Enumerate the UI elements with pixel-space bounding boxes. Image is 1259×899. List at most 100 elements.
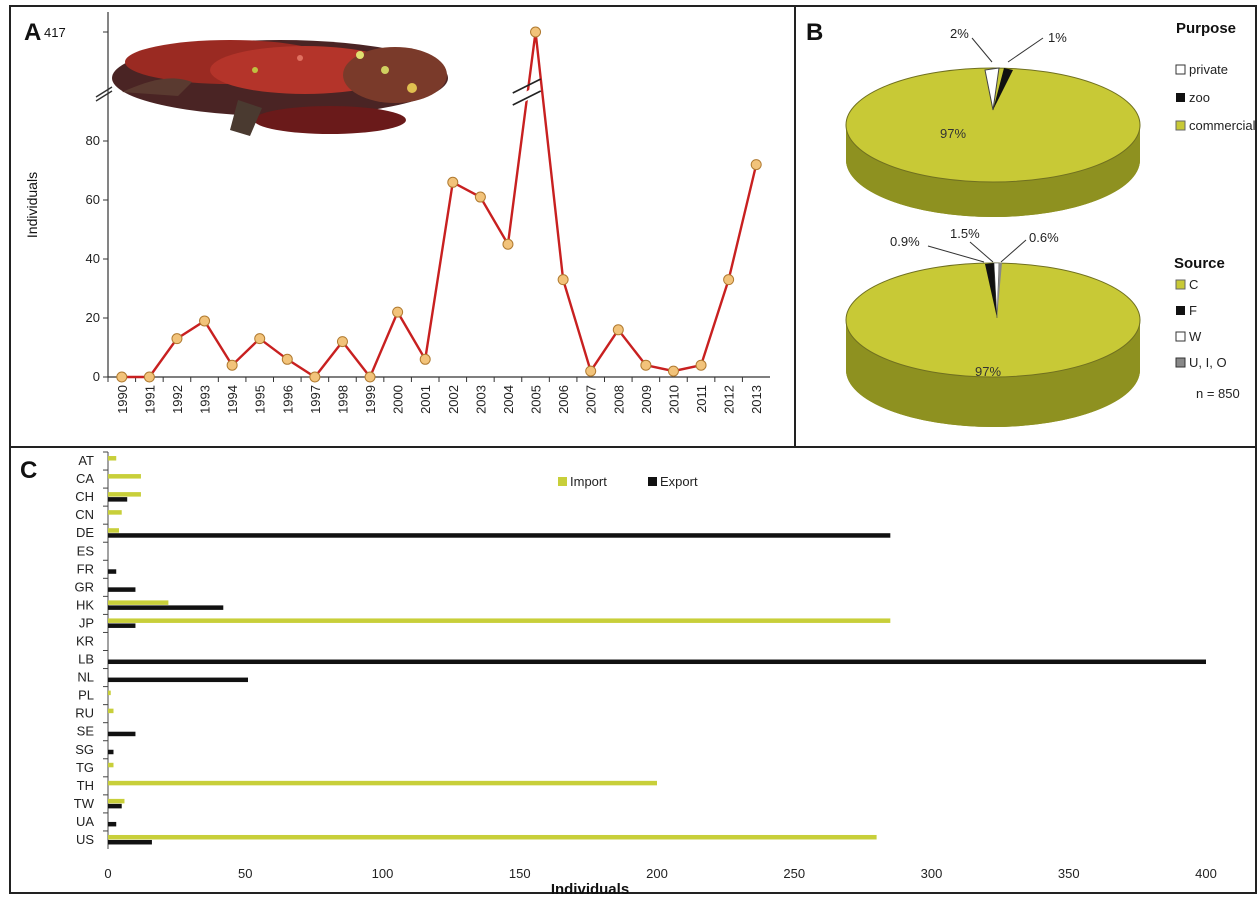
bar-import bbox=[108, 798, 125, 804]
data-point bbox=[116, 371, 128, 383]
data-point bbox=[502, 238, 514, 250]
data-point bbox=[447, 176, 459, 188]
purpose-pie: 97% 2% 1% bbox=[845, 26, 1141, 217]
legend-label-commercial: commercial bbox=[1189, 118, 1256, 133]
x-tick-label: 2001 bbox=[418, 385, 433, 414]
line-break-mark bbox=[512, 78, 542, 106]
x-tick-label: 1993 bbox=[198, 385, 213, 414]
panel-c: C Import Export 0 50 100 150 200 250 300 350 400… bbox=[20, 451, 1217, 898]
bar-legend: Import Export bbox=[558, 474, 698, 489]
legend-label-w: W bbox=[1189, 329, 1202, 344]
data-point bbox=[254, 333, 266, 345]
y-tick-label: 40 bbox=[86, 251, 100, 266]
data-point bbox=[612, 324, 624, 336]
x-tick-label: 1999 bbox=[363, 385, 378, 414]
lizard-photo bbox=[112, 40, 448, 136]
y-tick-label: 60 bbox=[86, 192, 100, 207]
data-point bbox=[364, 371, 376, 383]
bar-category-label: RU bbox=[75, 706, 94, 721]
bar-x-tick-label: 250 bbox=[783, 866, 805, 881]
data-point bbox=[640, 359, 652, 371]
x-tick-label: 2013 bbox=[749, 385, 764, 414]
legend-swatch-f bbox=[1176, 306, 1185, 315]
bar-export bbox=[108, 749, 114, 755]
data-point bbox=[419, 353, 431, 365]
data-point bbox=[557, 274, 569, 286]
y-axis-label: Individuals bbox=[24, 172, 40, 238]
x-tick-label: 2007 bbox=[584, 385, 599, 414]
x-tick-label: 2003 bbox=[473, 385, 488, 414]
purpose-pie-slice-private bbox=[984, 67, 1000, 111]
purpose-label-private: 2% bbox=[950, 26, 969, 41]
bar-x-tick-label: 400 bbox=[1195, 866, 1217, 881]
bar-x-tick-label: 200 bbox=[646, 866, 668, 881]
source-leader-uio bbox=[1000, 239, 1027, 263]
bar-x-tick-label: 350 bbox=[1058, 866, 1080, 881]
bar-category-label: ES bbox=[77, 543, 95, 558]
x-tick-label: 1994 bbox=[225, 385, 240, 414]
x-tick-label: 1996 bbox=[280, 385, 295, 414]
panel-a: A 417 Individuals 0 20 40 60 80 1990 1991 1992 1… bbox=[24, 12, 770, 414]
bar-category-label: JP bbox=[79, 615, 94, 630]
bar-series bbox=[108, 456, 1206, 845]
legend-swatch-import bbox=[558, 477, 567, 486]
panel-c-letter: C bbox=[20, 457, 37, 484]
source-leader-w bbox=[927, 245, 985, 263]
bar-x-tick-label: 150 bbox=[509, 866, 531, 881]
data-point bbox=[530, 26, 542, 38]
x-tick-label: 2004 bbox=[501, 385, 516, 414]
x-axis-label: Individuals bbox=[551, 881, 629, 898]
panel-c-frame bbox=[9, 446, 1257, 894]
data-point bbox=[392, 306, 404, 318]
legend-label-import: Import bbox=[570, 474, 607, 489]
y-tick-label: 0 bbox=[93, 369, 100, 384]
bar-category-label: CH bbox=[75, 489, 94, 504]
bar-category-label: FR bbox=[77, 561, 94, 576]
y-tick-label: 20 bbox=[86, 310, 100, 325]
legend-label-zoo: zoo bbox=[1189, 90, 1210, 105]
source-label-f: 1.5% bbox=[950, 226, 980, 241]
legend-swatch-commercial bbox=[1175, 120, 1186, 131]
purpose-leader-private bbox=[971, 37, 993, 63]
bar-category-label: PL bbox=[78, 688, 94, 703]
bar-export bbox=[108, 677, 248, 683]
bar-import bbox=[108, 492, 141, 497]
bar-export bbox=[108, 731, 136, 737]
x-tick-label: 1997 bbox=[308, 385, 323, 414]
bar-import bbox=[108, 762, 114, 768]
bar-import bbox=[108, 510, 122, 515]
legend-swatch-export bbox=[648, 477, 657, 486]
data-point bbox=[336, 336, 348, 348]
data-point bbox=[226, 359, 238, 371]
legend-label-f: F bbox=[1189, 303, 1197, 318]
bar-export bbox=[108, 803, 122, 809]
purpose-legend: Purpose private zoo commercial bbox=[1175, 20, 1256, 133]
x-tick-label: 2009 bbox=[639, 385, 654, 414]
legend-label-export: Export bbox=[660, 474, 698, 489]
x-tick-label: 2000 bbox=[391, 385, 406, 414]
legend-label-c: C bbox=[1189, 277, 1198, 292]
bar-category-label: UA bbox=[76, 814, 94, 829]
data-point bbox=[474, 191, 486, 203]
purpose-legend-title: Purpose bbox=[1176, 20, 1236, 37]
bar-import bbox=[108, 474, 141, 479]
x-tick-label: 1991 bbox=[142, 385, 157, 414]
bar-category-label: CA bbox=[76, 471, 94, 486]
bar-chart-axes: 0 50 100 150 200 250 300 350 400 AT CA CH CN DE ES FR GR… bbox=[74, 451, 1217, 881]
purpose-leader-zoo bbox=[1007, 37, 1044, 63]
legend-swatch-zoo bbox=[1176, 93, 1185, 102]
bar-export bbox=[108, 533, 891, 538]
bar-import bbox=[108, 618, 891, 623]
line-chart-axes: 0 20 40 60 80 1990 1991 1992 1993 1994 1995 1996 199… bbox=[86, 12, 770, 414]
bar-x-tick-label: 300 bbox=[921, 866, 943, 881]
line-series bbox=[116, 26, 762, 383]
panel-a-letter: A bbox=[24, 19, 41, 46]
legend-label-uio: U, I, O bbox=[1189, 355, 1227, 370]
source-pie-slice-c bbox=[845, 262, 1141, 378]
bar-import bbox=[108, 600, 169, 605]
x-tick-label: 1992 bbox=[170, 385, 185, 414]
source-pie-slice-uio bbox=[997, 263, 1002, 318]
bar-export bbox=[108, 569, 117, 574]
panel-b: B 97% 2% 1% Purpose private zoo commerci… bbox=[806, 19, 1256, 427]
